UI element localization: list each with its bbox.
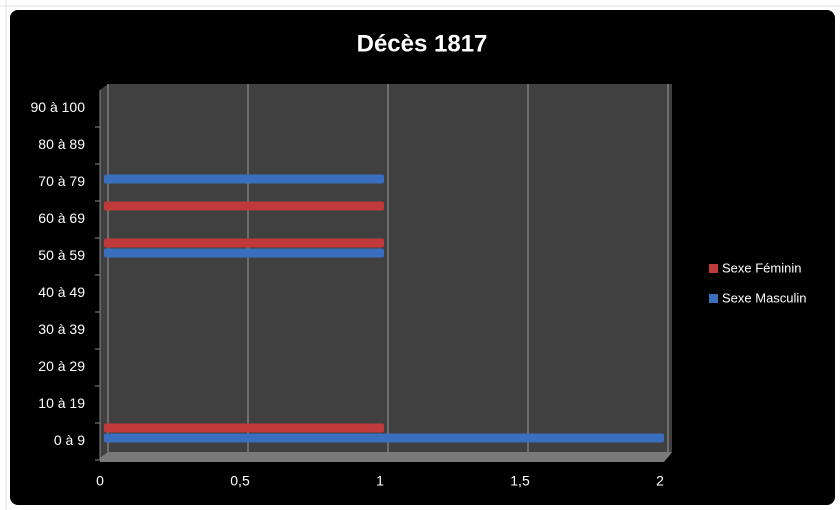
y-tick-label: 20 à 29 xyxy=(38,358,85,374)
bar xyxy=(104,433,664,443)
x-tick-label: 2 xyxy=(656,473,664,489)
y-tick-label: 80 à 89 xyxy=(38,136,85,152)
y-tick-label: 0 à 9 xyxy=(54,432,85,448)
y-tick-label: 50 à 59 xyxy=(38,247,85,263)
legend-swatch xyxy=(709,264,718,273)
bar xyxy=(104,201,384,211)
y-tick-label: 60 à 69 xyxy=(38,210,85,226)
legend-label: Sexe Féminin xyxy=(722,260,801,275)
plot-wall xyxy=(100,84,672,458)
x-tick-label: 1,5 xyxy=(510,473,530,489)
x-tick-label: 0 xyxy=(96,473,104,489)
bar xyxy=(104,174,384,184)
bar xyxy=(104,238,384,248)
y-tick-label: 10 à 19 xyxy=(38,395,85,411)
x-tick-label: 1 xyxy=(376,473,384,489)
bar xyxy=(104,423,384,433)
x-tick-label: 0,5 xyxy=(230,473,250,489)
legend-swatch xyxy=(709,294,718,303)
legend-label: Sexe Masculin xyxy=(722,290,807,305)
y-tick-label: 90 à 100 xyxy=(31,99,86,115)
y-tick-label: 40 à 49 xyxy=(38,284,85,300)
bar xyxy=(104,248,384,258)
y-tick-label: 30 à 39 xyxy=(38,321,85,337)
plot-floor xyxy=(100,452,672,462)
chart-title: Décès 1817 xyxy=(357,30,488,57)
y-tick-label: 70 à 79 xyxy=(38,173,85,189)
